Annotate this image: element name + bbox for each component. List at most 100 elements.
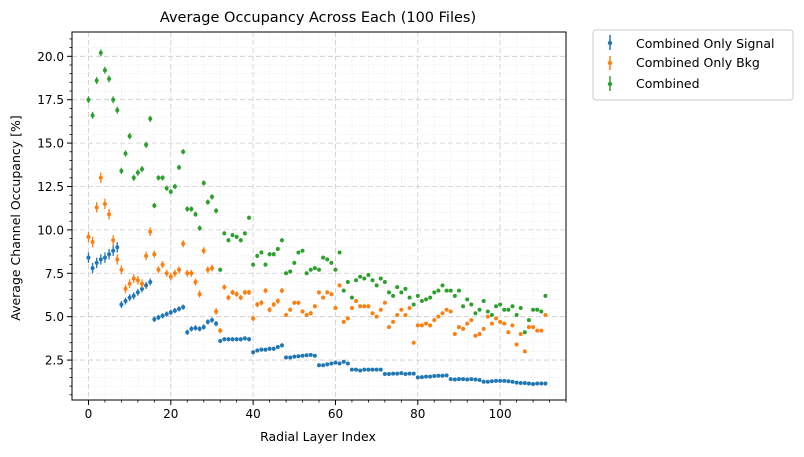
data-point — [263, 347, 268, 352]
data-point — [514, 312, 519, 317]
data-point — [292, 354, 297, 359]
data-point — [543, 312, 548, 317]
data-point — [135, 290, 140, 295]
data-point — [107, 76, 112, 81]
data-point — [242, 290, 247, 295]
data-point — [156, 175, 161, 180]
data-point — [502, 378, 507, 383]
data-point — [539, 381, 544, 386]
data-point — [354, 278, 359, 283]
data-point — [321, 295, 326, 300]
data-point — [436, 373, 441, 378]
x-tick-label: 100 — [489, 407, 512, 421]
data-point — [321, 255, 326, 260]
data-point — [304, 271, 309, 276]
y-tick-label: 17.5 — [37, 93, 64, 107]
data-point — [209, 318, 214, 323]
data-point — [518, 306, 523, 310]
data-point — [90, 240, 95, 245]
data-point — [102, 68, 107, 73]
data-point — [510, 323, 515, 328]
data-point — [325, 290, 330, 295]
data-point — [251, 262, 256, 267]
data-point — [522, 349, 527, 354]
data-point — [279, 238, 284, 243]
data-point — [247, 215, 252, 220]
data-point — [469, 318, 474, 323]
data-point — [477, 307, 482, 312]
data-point — [300, 248, 305, 253]
data-point — [349, 295, 354, 300]
data-point — [485, 314, 490, 319]
data-point — [98, 175, 103, 180]
data-point — [452, 332, 457, 337]
data-point — [436, 314, 441, 319]
data-point — [238, 337, 243, 342]
data-point — [526, 381, 531, 386]
data-point — [382, 300, 387, 305]
data-point — [522, 380, 527, 385]
data-point — [127, 281, 132, 286]
data-point — [362, 276, 367, 281]
data-point — [341, 288, 346, 293]
data-point — [259, 300, 264, 305]
data-point — [329, 361, 334, 366]
data-point — [341, 359, 346, 364]
data-point — [337, 361, 342, 366]
data-point — [419, 375, 424, 380]
data-point — [415, 323, 420, 328]
data-point — [234, 292, 239, 297]
y-tick-label: 5.0 — [45, 310, 64, 324]
series-1 — [86, 172, 548, 354]
data-point — [403, 312, 408, 317]
data-point — [461, 326, 466, 331]
data-point — [284, 271, 289, 276]
data-point — [374, 283, 379, 288]
data-point — [329, 260, 334, 265]
data-point — [333, 267, 338, 272]
data-point — [374, 367, 379, 372]
data-point — [168, 274, 173, 279]
data-point — [502, 321, 507, 326]
data-point — [177, 267, 182, 272]
data-point — [407, 295, 412, 300]
data-point — [98, 257, 103, 262]
data-point — [489, 321, 494, 326]
data-point — [123, 286, 128, 291]
data-point — [494, 378, 499, 383]
data-point — [164, 271, 169, 276]
data-point — [271, 252, 276, 257]
data-point — [205, 267, 210, 272]
data-point — [502, 307, 507, 312]
data-point — [362, 367, 367, 372]
data-point — [461, 377, 466, 382]
data-point — [456, 325, 461, 330]
data-point — [358, 368, 363, 373]
data-point — [172, 271, 177, 276]
data-point — [477, 378, 482, 383]
data-point — [539, 328, 544, 333]
data-point — [535, 328, 540, 333]
data-point — [304, 312, 309, 317]
data-point — [506, 307, 511, 312]
data-point — [345, 316, 350, 321]
data-point — [288, 307, 293, 312]
data-point — [152, 317, 157, 322]
data-point — [321, 363, 326, 368]
data-point — [214, 321, 219, 326]
data-point — [317, 290, 321, 295]
data-point — [370, 311, 375, 316]
data-point — [238, 295, 243, 300]
data-point — [382, 371, 387, 376]
data-point — [168, 189, 173, 194]
data-point — [399, 307, 404, 312]
data-point — [411, 371, 416, 376]
data-point — [185, 330, 190, 335]
data-point — [308, 352, 313, 357]
data-point — [465, 297, 470, 302]
data-point — [111, 248, 116, 253]
data-point — [230, 233, 235, 238]
data-point — [415, 293, 420, 298]
data-point — [222, 337, 227, 342]
data-point — [407, 306, 412, 310]
